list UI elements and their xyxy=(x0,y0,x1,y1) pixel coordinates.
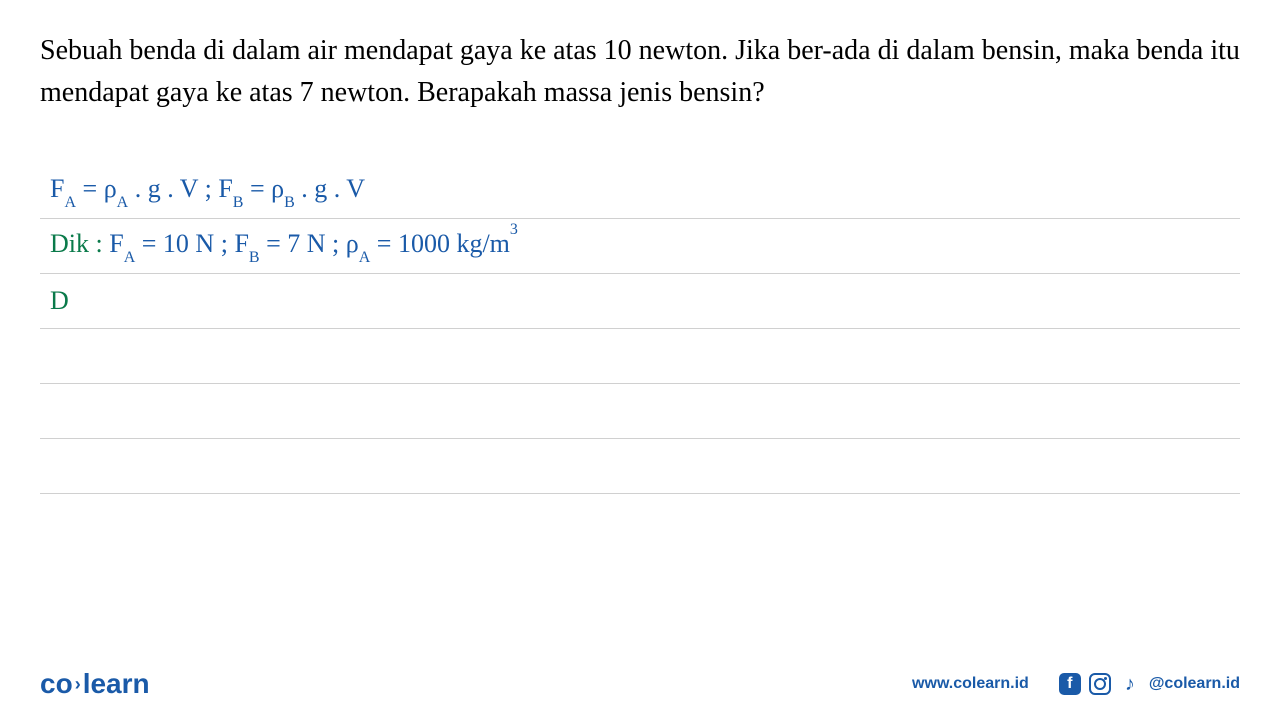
given-fa-sub: A xyxy=(124,249,136,266)
handwriting-line-3: D xyxy=(40,274,1240,329)
fa-eq: = ρ xyxy=(76,174,117,203)
logo-co: co xyxy=(40,668,73,700)
social-handles: f ♪ @colearn.id xyxy=(1059,673,1240,695)
website-url: www.colearn.id xyxy=(912,675,1029,693)
given-pa-sub: A xyxy=(359,249,371,266)
fb-var: F xyxy=(218,174,232,203)
fb-sub2: B xyxy=(284,194,295,211)
question-text: Sebuah benda di dalam air mendapat gaya … xyxy=(40,30,1240,114)
fa-sub: A xyxy=(64,194,76,211)
given-fa-val: = 10 N ; xyxy=(135,229,234,258)
fb-rest: . g . V xyxy=(295,174,365,203)
fb-sub: B xyxy=(233,194,244,211)
colearn-logo: co›learn xyxy=(40,668,150,700)
given-pa-val: = 1000 kg/m xyxy=(370,229,510,258)
handwriting-line-1: FA = ρA . g . V ; FB = ρB . g . V xyxy=(40,164,1240,219)
separator: ; xyxy=(198,174,218,203)
fb-eq: = ρ xyxy=(243,174,284,203)
handwriting-line-4 xyxy=(40,329,1240,384)
instagram-icon xyxy=(1089,673,1111,695)
dik-label: Dik : xyxy=(50,229,109,258)
content-area: Sebuah benda di dalam air mendapat gaya … xyxy=(0,0,1280,494)
fa-sub2: A xyxy=(117,194,129,211)
given-fb-var: F xyxy=(234,229,248,258)
handwriting-line-5 xyxy=(40,384,1240,439)
handwriting-line-2: Dik : FA = 10 N ; FB = 7 N ; ρA = 1000 k… xyxy=(40,219,1240,274)
social-handle: @colearn.id xyxy=(1149,675,1240,693)
facebook-icon: f xyxy=(1059,673,1081,695)
given-fb-val: = 7 N ; xyxy=(260,229,346,258)
handwriting-area: FA = ρA . g . V ; FB = ρB . g . V Dik : … xyxy=(40,164,1240,494)
given-fb-sub: B xyxy=(249,249,260,266)
tiktok-icon: ♪ xyxy=(1119,673,1141,695)
logo-dot: › xyxy=(75,674,81,695)
given-pa-sup: 3 xyxy=(510,221,518,238)
handwriting-line-6 xyxy=(40,439,1240,494)
formula-line-1: FA = ρA . g . V ; FB = ρB . g . V xyxy=(50,174,365,208)
given-fa-var: F xyxy=(109,229,123,258)
fa-rest: . g . V xyxy=(128,174,198,203)
footer-right: www.colearn.id f ♪ @colearn.id xyxy=(912,673,1240,695)
line-3-text: D xyxy=(50,286,69,316)
footer: co›learn www.colearn.id f ♪ @colearn.id xyxy=(0,668,1280,700)
fa-var: F xyxy=(50,174,64,203)
given-values: Dik : FA = 10 N ; FB = 7 N ; ρA = 1000 k… xyxy=(50,229,518,263)
given-pa-var: ρ xyxy=(346,229,359,258)
logo-learn: learn xyxy=(83,668,150,700)
